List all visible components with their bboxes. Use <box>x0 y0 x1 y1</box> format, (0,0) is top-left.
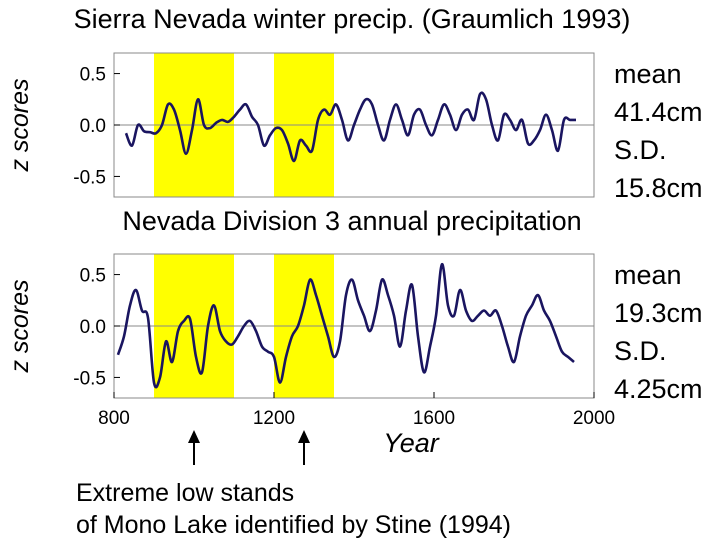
series-line-1 <box>124 91 576 163</box>
y-tick-label: 0.5 <box>80 266 106 287</box>
y-tick-label: 0.0 <box>80 317 106 338</box>
x-axis-label: Year <box>383 428 440 458</box>
stat-sd-label: S.D. <box>614 135 667 165</box>
annotation-line-1: Extreme low stands <box>76 479 294 507</box>
annotation-line-2: of Mono Lake identified by Stine (1994) <box>76 511 511 539</box>
y-tick-label: 0.5 <box>80 65 106 86</box>
stat-sd-value: 15.8cm <box>614 173 703 203</box>
panel-nevada-division-3: 0.5 0.0 -0.5 800 1200 1600 2000 z scores mean 19.… <box>6 253 703 429</box>
y-tick-label: 0.0 <box>80 116 106 137</box>
arrow-head-1 <box>188 430 200 443</box>
x-tick-label: 1200 <box>253 408 295 429</box>
stat-mean-value: 19.3cm <box>614 298 703 328</box>
x-tick-label: 800 <box>98 408 130 429</box>
stat-sd-value: 4.25cm <box>614 374 703 404</box>
chart1-title: Sierra Nevada winter precip. (Graumlich … <box>74 4 631 34</box>
series-line-1 <box>116 262 575 389</box>
annotation-arrows <box>188 430 310 465</box>
y-tick-label: -0.5 <box>73 167 106 188</box>
y-tick-label: -0.5 <box>73 368 106 389</box>
y-axis-label: z scores <box>6 279 34 373</box>
stat-mean-label: mean <box>614 59 682 89</box>
y-axis-label: z scores <box>6 78 34 172</box>
stat-mean-label: mean <box>614 260 682 290</box>
x-tick-label: 2000 <box>573 408 615 429</box>
x-tick-label: 1600 <box>413 408 455 429</box>
panel-sierra-nevada: 0.5 0.0 -0.5 z scores mean 41.4cm S.D. 15.8cm <box>6 52 703 203</box>
chart2-title: Nevada Division 3 annual precipitation <box>122 206 581 236</box>
stat-sd-label: S.D. <box>614 336 667 366</box>
arrow-head-2 <box>298 430 310 443</box>
stat-mean-value: 41.4cm <box>614 97 703 127</box>
